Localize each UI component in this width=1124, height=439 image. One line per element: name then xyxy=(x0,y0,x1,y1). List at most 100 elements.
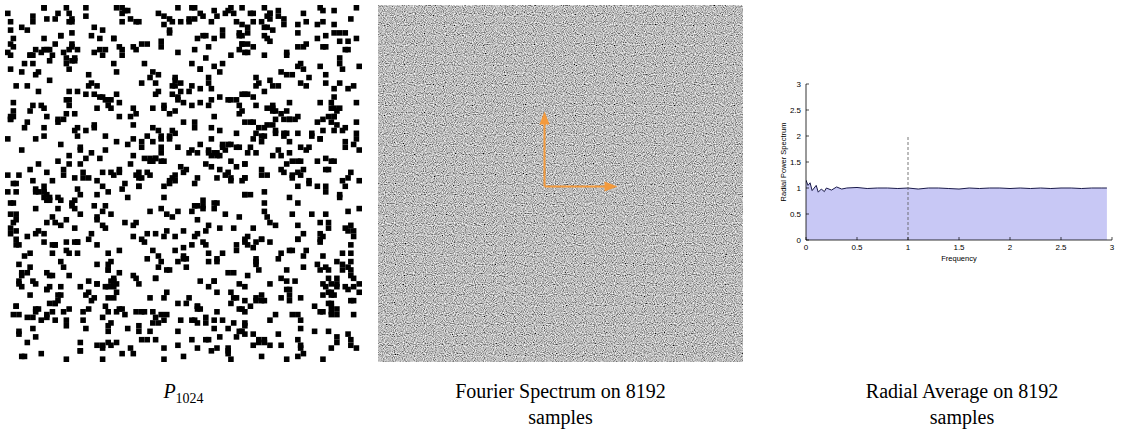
sample-point xyxy=(75,250,81,256)
sample-point xyxy=(289,72,295,78)
sample-point xyxy=(259,133,265,139)
x-tick xyxy=(908,237,909,240)
caption-spectrum-line: samples xyxy=(528,406,593,429)
sample-point xyxy=(86,175,92,181)
sample-point xyxy=(153,315,159,321)
sample-point xyxy=(22,61,28,67)
sample-point xyxy=(228,52,234,58)
sample-point xyxy=(295,312,301,318)
sample-point xyxy=(111,172,117,178)
sample-point xyxy=(267,317,273,323)
sample-point xyxy=(122,8,128,14)
sample-point xyxy=(156,253,162,259)
sample-point xyxy=(259,19,265,25)
sample-point xyxy=(189,242,195,248)
sample-point xyxy=(278,250,284,256)
sample-point xyxy=(30,61,36,67)
sample-point xyxy=(175,329,181,335)
sample-point xyxy=(11,44,17,50)
sample-point xyxy=(64,317,70,323)
sample-point xyxy=(203,161,209,167)
sample-point xyxy=(326,301,332,307)
sample-point xyxy=(228,289,234,295)
sample-point xyxy=(253,295,259,301)
sample-point xyxy=(345,209,351,215)
sample-point xyxy=(211,8,217,14)
sample-point xyxy=(298,295,304,301)
sample-point xyxy=(131,122,137,128)
sample-point xyxy=(206,80,212,86)
sample-point xyxy=(250,225,256,231)
sample-point xyxy=(8,27,14,33)
sample-point xyxy=(289,158,295,164)
sample-point xyxy=(315,262,321,268)
sample-point xyxy=(8,211,14,217)
sample-point xyxy=(295,337,301,343)
sample-point xyxy=(209,19,215,25)
sample-point xyxy=(61,309,67,315)
sample-point xyxy=(147,295,153,301)
sample-point xyxy=(248,119,254,125)
sample-point xyxy=(94,262,100,268)
caption-points: P1024 xyxy=(162,380,203,406)
sample-point xyxy=(317,100,323,106)
sample-point xyxy=(170,83,176,89)
sample-point xyxy=(186,89,192,95)
sample-point xyxy=(161,317,167,323)
sample-point xyxy=(61,167,67,173)
sample-point xyxy=(147,75,153,81)
y-tick-label: 2 xyxy=(797,132,802,141)
sample-point xyxy=(256,125,262,131)
sample-point xyxy=(236,144,242,150)
sample-point xyxy=(236,103,242,109)
sample-point xyxy=(66,250,72,256)
sample-point xyxy=(231,11,237,17)
sample-point xyxy=(214,259,220,265)
sample-point xyxy=(66,306,72,312)
sample-point xyxy=(189,103,195,109)
sample-point xyxy=(287,195,293,201)
sample-point xyxy=(64,97,70,103)
sample-point xyxy=(122,181,128,187)
sample-point xyxy=(100,356,106,362)
area-fill xyxy=(806,180,1107,240)
sample-point xyxy=(41,133,47,139)
sample-point xyxy=(133,220,139,226)
plot-marks xyxy=(806,136,1107,240)
sample-point xyxy=(150,309,156,315)
sample-point xyxy=(178,317,184,323)
sample-point xyxy=(192,125,198,131)
sample-point xyxy=(122,220,128,226)
sample-point xyxy=(131,44,137,50)
sample-point xyxy=(203,228,209,234)
sample-point xyxy=(270,153,276,159)
sample-point xyxy=(30,326,36,332)
sample-point xyxy=(16,331,22,337)
sample-point xyxy=(66,273,72,279)
sample-point xyxy=(250,19,256,25)
sample-point xyxy=(301,351,307,357)
sample-point xyxy=(206,337,212,343)
sample-point xyxy=(264,214,270,220)
sample-point xyxy=(329,100,335,106)
sample-point xyxy=(334,276,340,282)
sample-point xyxy=(197,278,203,284)
sample-point xyxy=(217,128,223,134)
sample-point xyxy=(211,36,217,42)
sample-point xyxy=(100,170,106,176)
sample-point xyxy=(312,329,318,335)
sample-point xyxy=(66,153,72,159)
sample-point xyxy=(239,5,245,11)
y-tick-label: 3 xyxy=(797,80,802,89)
sample-point xyxy=(131,351,137,357)
sample-point xyxy=(150,248,156,254)
sample-point xyxy=(178,80,184,86)
sample-point xyxy=(239,108,245,114)
sample-point xyxy=(259,139,265,145)
y-tick xyxy=(806,214,809,215)
sample-point xyxy=(58,33,64,39)
sample-point xyxy=(209,125,215,131)
sample-point xyxy=(337,80,343,86)
sample-point xyxy=(100,209,106,215)
sample-point xyxy=(47,197,53,203)
